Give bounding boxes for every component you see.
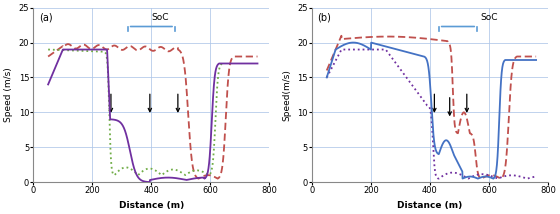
Text: SoC: SoC: [151, 13, 169, 22]
X-axis label: Distance (m): Distance (m): [398, 201, 463, 210]
Text: (a): (a): [39, 12, 52, 22]
Y-axis label: Speed(m/s): Speed(m/s): [283, 69, 292, 121]
X-axis label: Distance (m): Distance (m): [119, 201, 184, 210]
Text: (b): (b): [318, 12, 331, 22]
Y-axis label: Speed (m/s): Speed (m/s): [4, 67, 13, 122]
Text: SoC: SoC: [480, 13, 498, 22]
